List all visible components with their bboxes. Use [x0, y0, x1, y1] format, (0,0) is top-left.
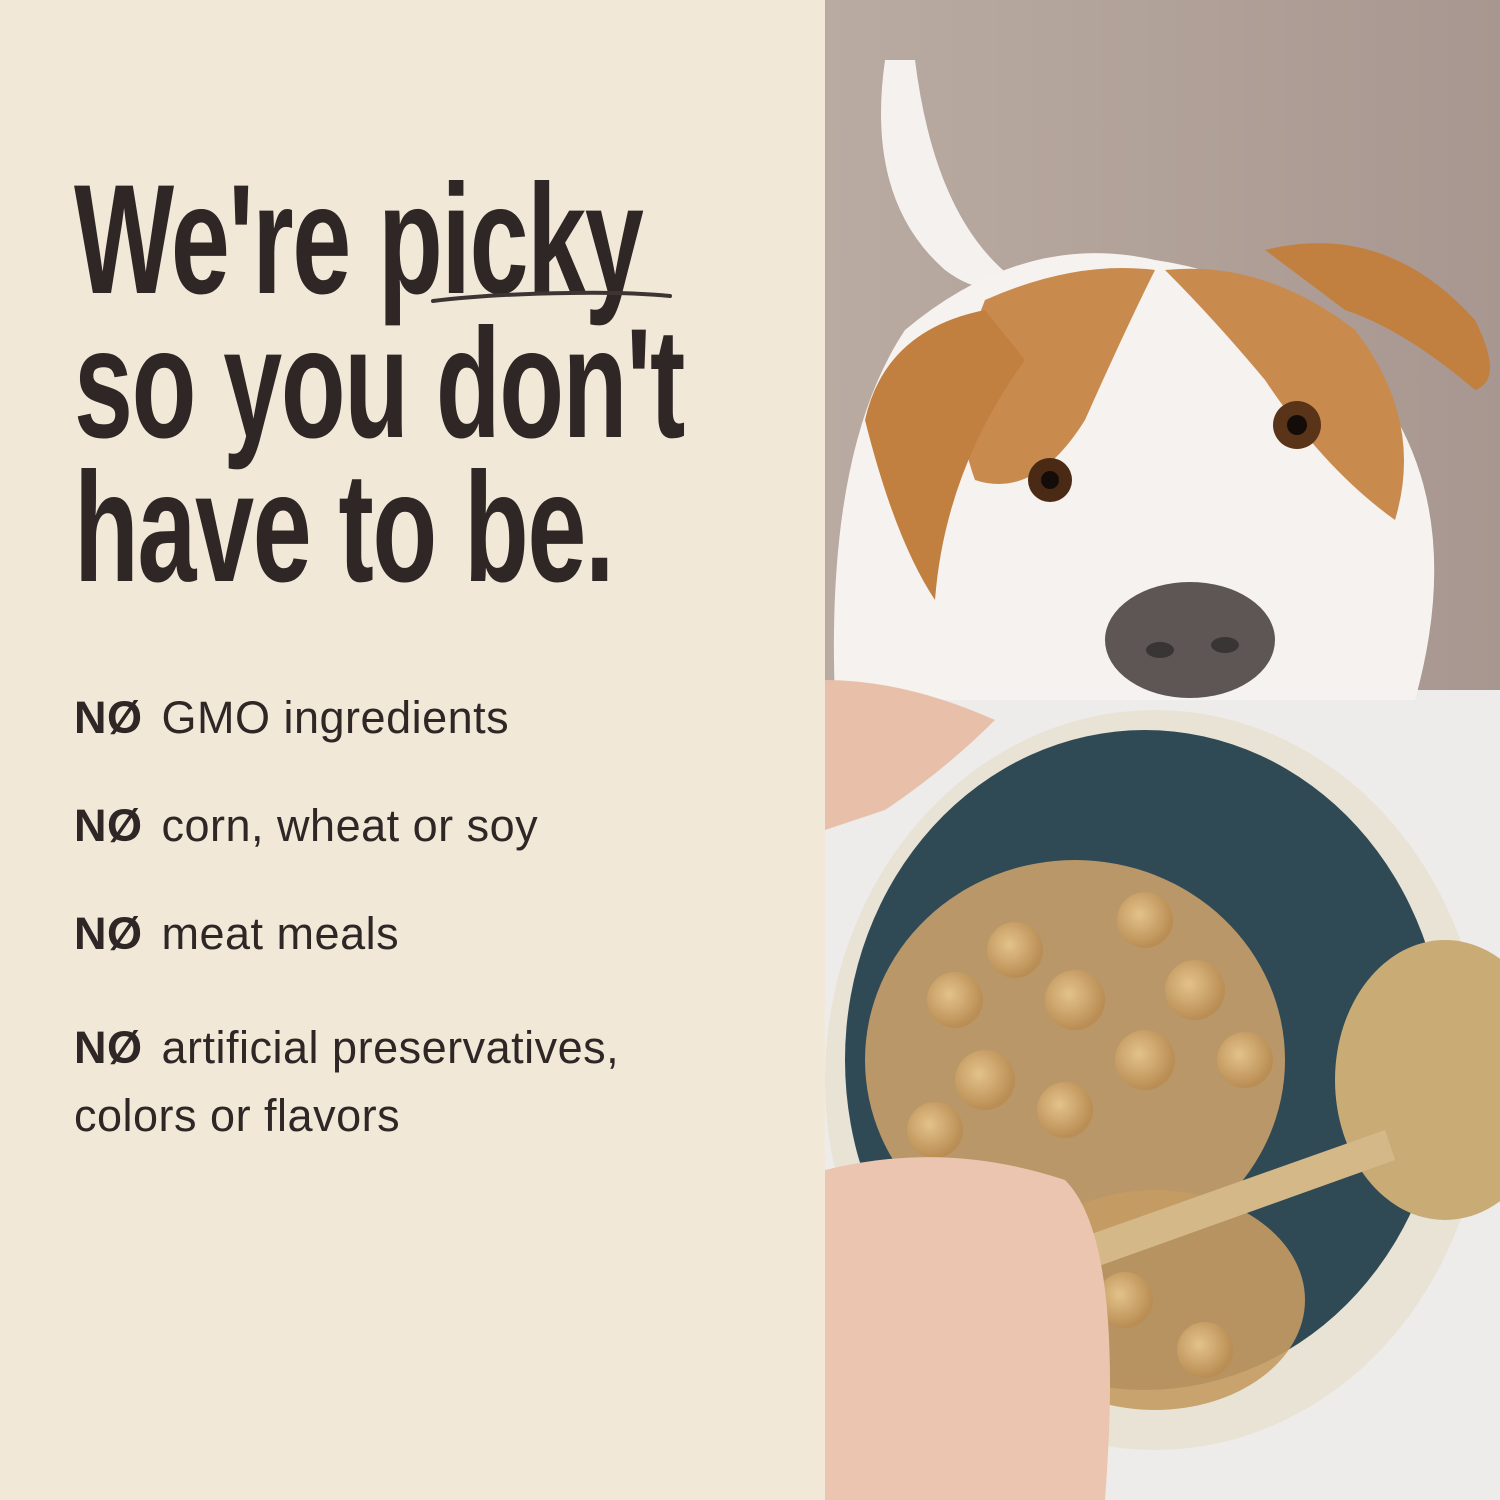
claim-item: NØ corn, wheat or soy	[74, 798, 619, 853]
headline-line-3: have to be.	[74, 441, 615, 615]
no-prefix: NØ	[74, 692, 143, 743]
claim-item: NØ meat meals	[74, 906, 619, 961]
claim-item: NØ artificial preservatives, colors or fl…	[74, 1014, 619, 1150]
headline-line-2: so you don't	[74, 297, 685, 471]
claim-text: meat meals	[161, 908, 400, 959]
claim-text: artificial preservatives,	[161, 1022, 620, 1073]
claims-list: NØ GMO ingredients NØ corn, wheat or soy…	[74, 690, 619, 1203]
text-panel: We're picky so you don't have to be. NØ …	[74, 162, 754, 1203]
claim-text-continued: colors or flavors	[74, 1090, 401, 1141]
claim-item: NØ GMO ingredients	[74, 690, 619, 745]
no-prefix: NØ	[74, 800, 143, 851]
headline-text: We're	[74, 153, 379, 327]
claim-text: corn, wheat or soy	[161, 800, 539, 851]
dog-and-food-bowl-photo	[825, 0, 1500, 1500]
brush-underline	[431, 290, 672, 303]
headline-line-1: We're picky	[74, 162, 754, 318]
no-prefix: NØ	[74, 1022, 143, 1073]
headline: We're picky so you don't have to be.	[74, 162, 754, 615]
no-prefix: NØ	[74, 908, 143, 959]
claim-text: GMO ingredients	[161, 692, 510, 743]
